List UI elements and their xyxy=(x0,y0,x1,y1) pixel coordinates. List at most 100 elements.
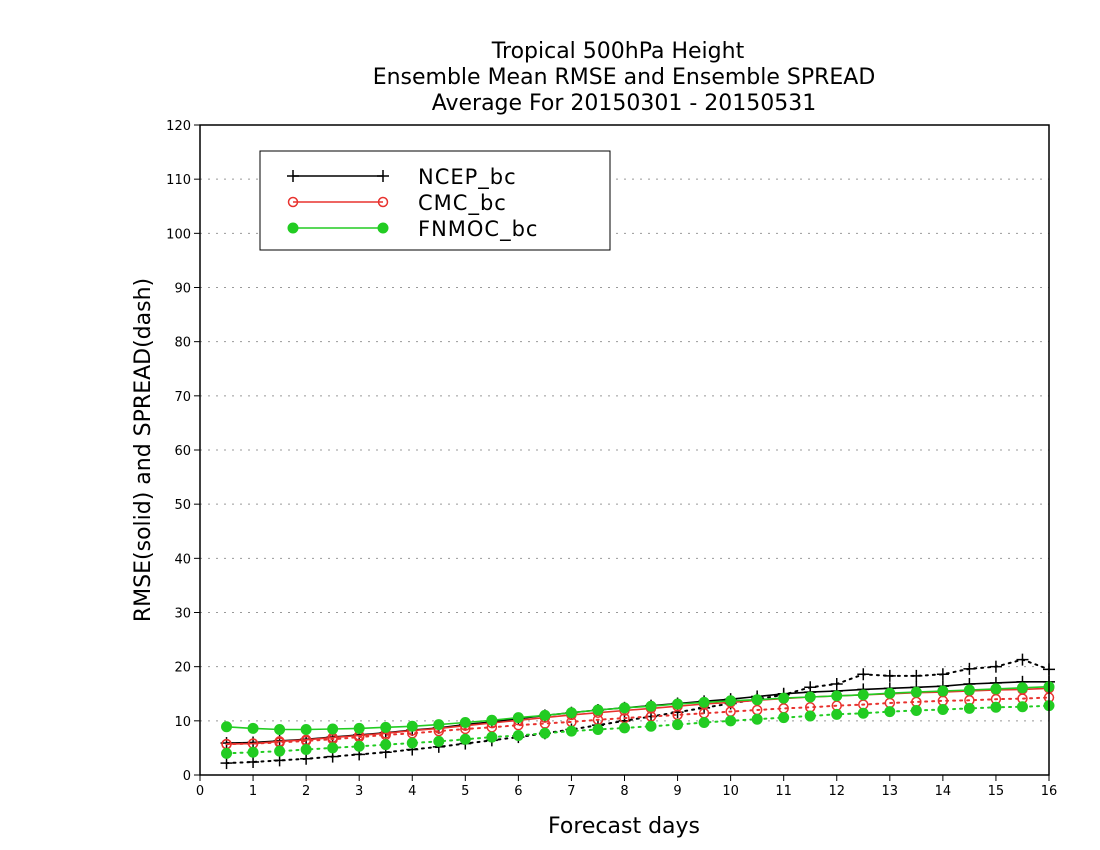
spread-point-fnmoc-bc xyxy=(804,710,816,722)
legend-entry-cmc-bc: CMC_bc xyxy=(287,191,507,216)
series-layer xyxy=(220,653,1055,770)
spread-point-fnmoc-bc xyxy=(963,702,975,714)
x-tick-label: 12 xyxy=(828,784,845,799)
legend-label: CMC_bc xyxy=(418,191,507,216)
x-tick-label: 1 xyxy=(249,784,257,799)
spread-point-ncep-bc xyxy=(963,662,976,675)
spread-point-ncep-bc xyxy=(220,757,233,770)
rmse-point-fnmoc-bc xyxy=(539,709,551,721)
y-axis-title: RMSE(solid) and SPREAD(dash) xyxy=(131,278,156,622)
legend-marker xyxy=(377,196,389,208)
rmse-point-fnmoc-bc xyxy=(857,689,869,701)
y-axis-ticks: 0 10 20 30 40 50 60 70 80 90 100 110 120 xyxy=(166,119,200,784)
spread-point-fnmoc-bc xyxy=(221,747,233,759)
x-tick-label: 4 xyxy=(408,784,416,799)
spread-line-cmc-bc xyxy=(225,696,1050,746)
rmse-point-fnmoc-bc xyxy=(619,702,630,714)
spread-point-fnmoc-bc xyxy=(778,712,790,724)
x-axis-title: Forecast days xyxy=(548,814,700,839)
rmse-point-fnmoc-bc xyxy=(459,716,471,728)
spread-point-ncep-bc xyxy=(247,756,260,768)
x-tick-label: 2 xyxy=(302,784,310,799)
series-ncep-bc xyxy=(220,653,1055,770)
rmse-point-fnmoc-bc xyxy=(300,724,312,735)
spread-point-fnmoc-bc xyxy=(565,725,577,737)
x-tick-label: 8 xyxy=(620,784,628,799)
rmse-point-fnmoc-bc xyxy=(937,685,949,697)
spread-point-fnmoc-bc xyxy=(672,719,684,731)
legend-marker xyxy=(287,222,299,234)
spread-point-fnmoc-bc xyxy=(274,745,286,757)
y-tick-label: 10 xyxy=(174,715,191,730)
rmse-point-fnmoc-bc xyxy=(247,722,259,734)
spread-point-fnmoc-bc xyxy=(433,735,445,747)
rmse-point-fnmoc-bc xyxy=(990,683,1002,695)
rmse-point-fnmoc-bc xyxy=(274,724,286,735)
rmse-point-fnmoc-bc xyxy=(831,690,843,702)
rmse-point-fnmoc-bc xyxy=(751,694,763,706)
rmse-point-fnmoc-bc xyxy=(327,723,339,735)
spread-point-fnmoc-bc xyxy=(619,722,630,734)
x-tick-label: 3 xyxy=(355,784,363,799)
rmse-point-fnmoc-bc xyxy=(645,700,657,712)
rmse-point-fnmoc-bc xyxy=(353,722,365,734)
rmse-point-fnmoc-bc xyxy=(486,714,498,726)
x-tick-label: 13 xyxy=(882,784,899,799)
y-tick-label: 120 xyxy=(166,119,191,134)
legend-label: FNMOC_bc xyxy=(418,217,538,242)
x-tick-label: 10 xyxy=(722,784,739,799)
spread-point-fnmoc-bc xyxy=(645,720,657,732)
spread-point-fnmoc-bc xyxy=(884,706,896,718)
legend-label: NCEP_bc xyxy=(418,165,517,190)
y-tick-label: 40 xyxy=(174,552,191,567)
spread-line-fnmoc-bc xyxy=(225,704,1050,755)
x-tick-label: 6 xyxy=(514,784,522,799)
plot-frame xyxy=(199,124,1050,776)
legend-marker xyxy=(377,222,389,234)
spread-point-fnmoc-bc xyxy=(857,707,869,719)
y-tick-label: 60 xyxy=(174,444,191,459)
spread-point-fnmoc-bc xyxy=(247,746,259,758)
spread-point-fnmoc-bc xyxy=(486,731,498,743)
x-tick-label: 11 xyxy=(775,784,792,799)
x-axis-ticks: 0 1 2 3 4 5 6 7 8 9 10 11 12 13 14 15 16 xyxy=(196,775,1057,799)
rmse-point-fnmoc-bc xyxy=(380,721,392,733)
spread-point-fnmoc-bc xyxy=(380,739,392,751)
rmse-point-fnmoc-bc xyxy=(963,684,975,696)
gridlines xyxy=(200,178,1049,722)
rmse-point-fnmoc-bc xyxy=(406,720,418,732)
y-tick-label: 20 xyxy=(174,661,191,676)
x-tick-label: 15 xyxy=(988,784,1005,799)
spread-point-fnmoc-bc xyxy=(512,729,524,741)
spread-point-ncep-bc xyxy=(936,668,949,681)
spread-point-fnmoc-bc xyxy=(990,701,1002,713)
legend-marker xyxy=(287,170,299,182)
rmse-point-fnmoc-bc xyxy=(778,692,790,704)
x-tick-label: 9 xyxy=(673,784,681,799)
title-line-2: Ensemble Mean RMSE and Ensemble SPREAD xyxy=(373,65,876,90)
rmse-line-cmc-bc xyxy=(226,687,1050,745)
y-tick-label: 110 xyxy=(166,173,191,188)
rmse-point-fnmoc-bc xyxy=(592,704,604,716)
spread-point-fnmoc-bc xyxy=(592,724,604,735)
legend-entry-fnmoc-bc: FNMOC_bc xyxy=(287,217,538,242)
spread-point-fnmoc-bc xyxy=(1016,701,1028,713)
spread-point-fnmoc-bc xyxy=(725,715,737,727)
rmse-point-fnmoc-bc xyxy=(433,719,445,731)
x-tick-label: 14 xyxy=(935,784,952,799)
spread-point-fnmoc-bc xyxy=(910,705,922,717)
legend-marker xyxy=(377,170,389,182)
x-tick-label: 0 xyxy=(196,784,204,799)
title-line-1: Tropical 500hPa Height xyxy=(491,39,745,64)
spread-point-fnmoc-bc xyxy=(937,703,949,715)
legend-entry-ncep-bc: NCEP_bc xyxy=(287,165,517,190)
y-tick-label: 80 xyxy=(174,336,191,351)
spread-point-ncep-bc xyxy=(910,669,923,682)
spread-point-fnmoc-bc xyxy=(698,716,710,728)
legend-box xyxy=(259,150,611,251)
rmse-point-fnmoc-bc xyxy=(725,695,737,707)
rmse-point-fnmoc-bc xyxy=(910,686,922,698)
spread-point-fnmoc-bc xyxy=(459,733,471,745)
